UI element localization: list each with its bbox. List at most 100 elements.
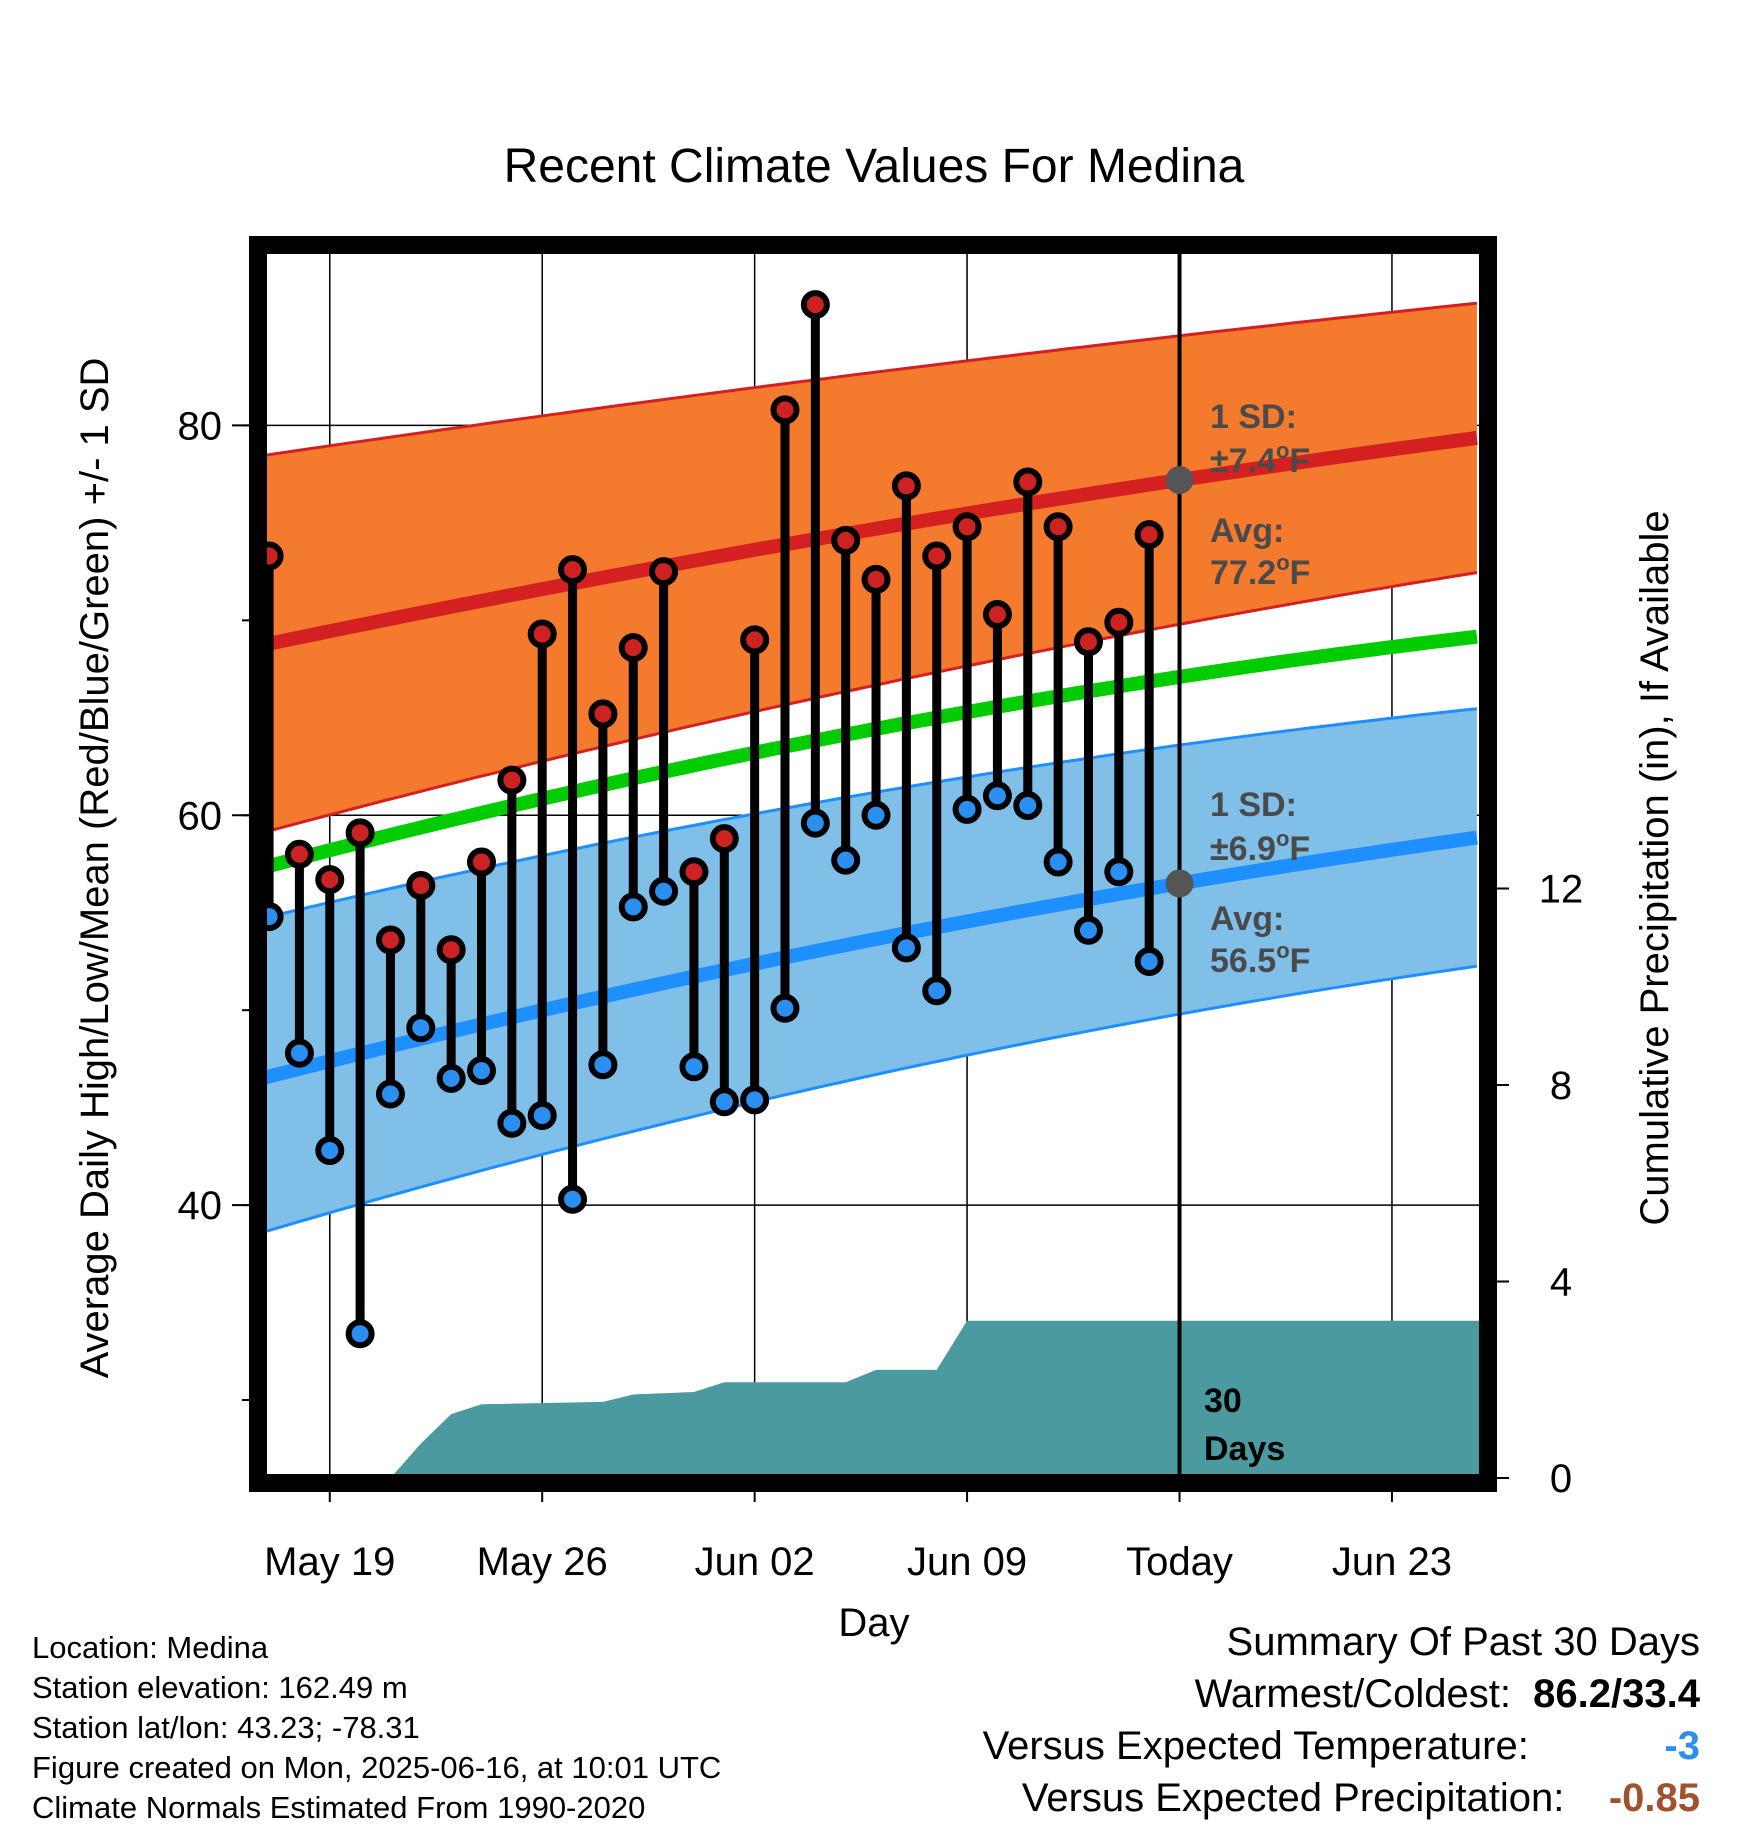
high-sd-upper-line [262,301,1478,458]
low-point [406,1013,436,1043]
daily-bar [800,290,830,838]
low-avg-label: Avg: [1210,900,1284,938]
low-sd-label: 1 SD: [1210,786,1297,824]
low-point [800,808,830,838]
window-days-label: Days [1204,1430,1285,1468]
low-point [982,781,1012,811]
low-point [527,1100,557,1130]
daily-bar [831,525,861,875]
high-point [649,557,679,587]
high-point [922,541,952,571]
high-point [497,765,527,795]
low-avg-value: 56.5oF [1210,938,1310,980]
daily-bar [436,935,466,1093]
low-point [709,1087,739,1117]
high-point [740,625,770,655]
window-days-count: 30 [1204,1382,1242,1420]
daily-bar [558,555,588,1214]
high-point [891,471,921,501]
x-tick-label: May 26 [477,1540,608,1584]
x-tick-label: Jun 09 [907,1540,1027,1584]
y-tick-label: 40 [178,1184,223,1228]
low-point [1013,791,1043,821]
high-point [284,839,314,869]
daily-bars [254,290,1164,1349]
daily-bar [618,633,648,922]
low-point [891,933,921,963]
plot-frame [249,236,1497,1492]
daily-bar [345,818,375,1349]
low-point [284,1038,314,1068]
daily-bar [588,699,618,1080]
summary-temp: Versus Expected Temperature: -3 [983,1724,1700,1769]
daily-bar [891,471,921,963]
temp-value: -3 [1664,1724,1700,1768]
high-point [1043,512,1073,542]
low-point [497,1108,527,1138]
y2-tick-label: 12 [1539,868,1584,912]
summary-title: Summary Of Past 30 Days [1226,1620,1700,1664]
high-point [861,564,891,594]
station-latlon: Station lat/lon: 43.23; -78.31 [32,1710,420,1745]
daily-bar [284,839,314,1068]
high-sd-lower-line [262,571,1478,834]
x-tick-label: Jun 02 [695,1540,815,1584]
today-line-group [1165,250,1194,1478]
plot-border [249,236,1497,1492]
daily-bar [375,925,405,1109]
y-tick-label: 60 [178,794,223,838]
daily-bar [527,619,557,1130]
warm-cold-label: Warmest/Coldest: [1194,1672,1511,1716]
daily-bar [406,870,436,1043]
precip-label: Versus Expected Precipitation: [1021,1776,1565,1820]
low-sd-annotation: 1 SD: ±6.9oF Avg: 56.5oF [1210,786,1310,980]
low-sd-lower-line [262,964,1478,1234]
station-elevation: Station elevation: 162.49 m [32,1670,408,1705]
high-point [831,525,861,555]
normals-period: Climate Normals Estimated From 1990-2020 [32,1790,646,1825]
high-point [1104,607,1134,637]
high-point [770,395,800,425]
avg-high-line [261,430,1478,652]
y2-axis-label: Cumulative Precipitation (in), If Availa… [1633,510,1677,1225]
y2-tick-label: 0 [1550,1457,1572,1501]
high-point [588,699,618,729]
summary-warm-cold: Warmest/Coldest: 86.2/33.4 [1195,1672,1700,1717]
high-avg-value: 77.2oF [1210,550,1310,592]
high-point [406,870,436,900]
high-point [375,925,405,955]
daily-bar [497,765,527,1138]
daily-bar [982,600,1012,811]
daily-bar [709,824,739,1117]
low-sd-band [263,708,1477,1233]
daily-bar [952,512,982,824]
station-location: Location: Medina [32,1630,269,1665]
temp-label: Versus Expected Temperature: [982,1724,1529,1768]
daily-bar [1043,512,1073,877]
high-point [1073,627,1103,657]
low-point [1134,946,1164,976]
low-point [679,1052,709,1082]
daily-bar [1073,627,1103,945]
high-point [952,512,982,542]
low-point [345,1319,375,1349]
daily-bar [770,395,800,1023]
today-avg-high-dot [1165,466,1194,495]
y2-axis-ticks: 0 4 8 12 [1488,868,1583,1501]
low-point [952,794,982,824]
low-point [1104,857,1134,887]
high-sd-value: ±7.4oF [1210,438,1310,480]
x-axis-label: Day [838,1601,909,1645]
x-tick-label: Jun 23 [1332,1540,1452,1584]
low-point [1043,847,1073,877]
low-point [618,892,648,922]
high-point [315,865,345,895]
low-point [649,876,679,906]
x-tick-label: Today [1126,1540,1233,1584]
low-point [922,976,952,1006]
low-point [770,993,800,1023]
chart-title: Recent Climate Values For Medina [504,140,1245,193]
low-point [1073,915,1103,945]
high-point [1134,520,1164,550]
